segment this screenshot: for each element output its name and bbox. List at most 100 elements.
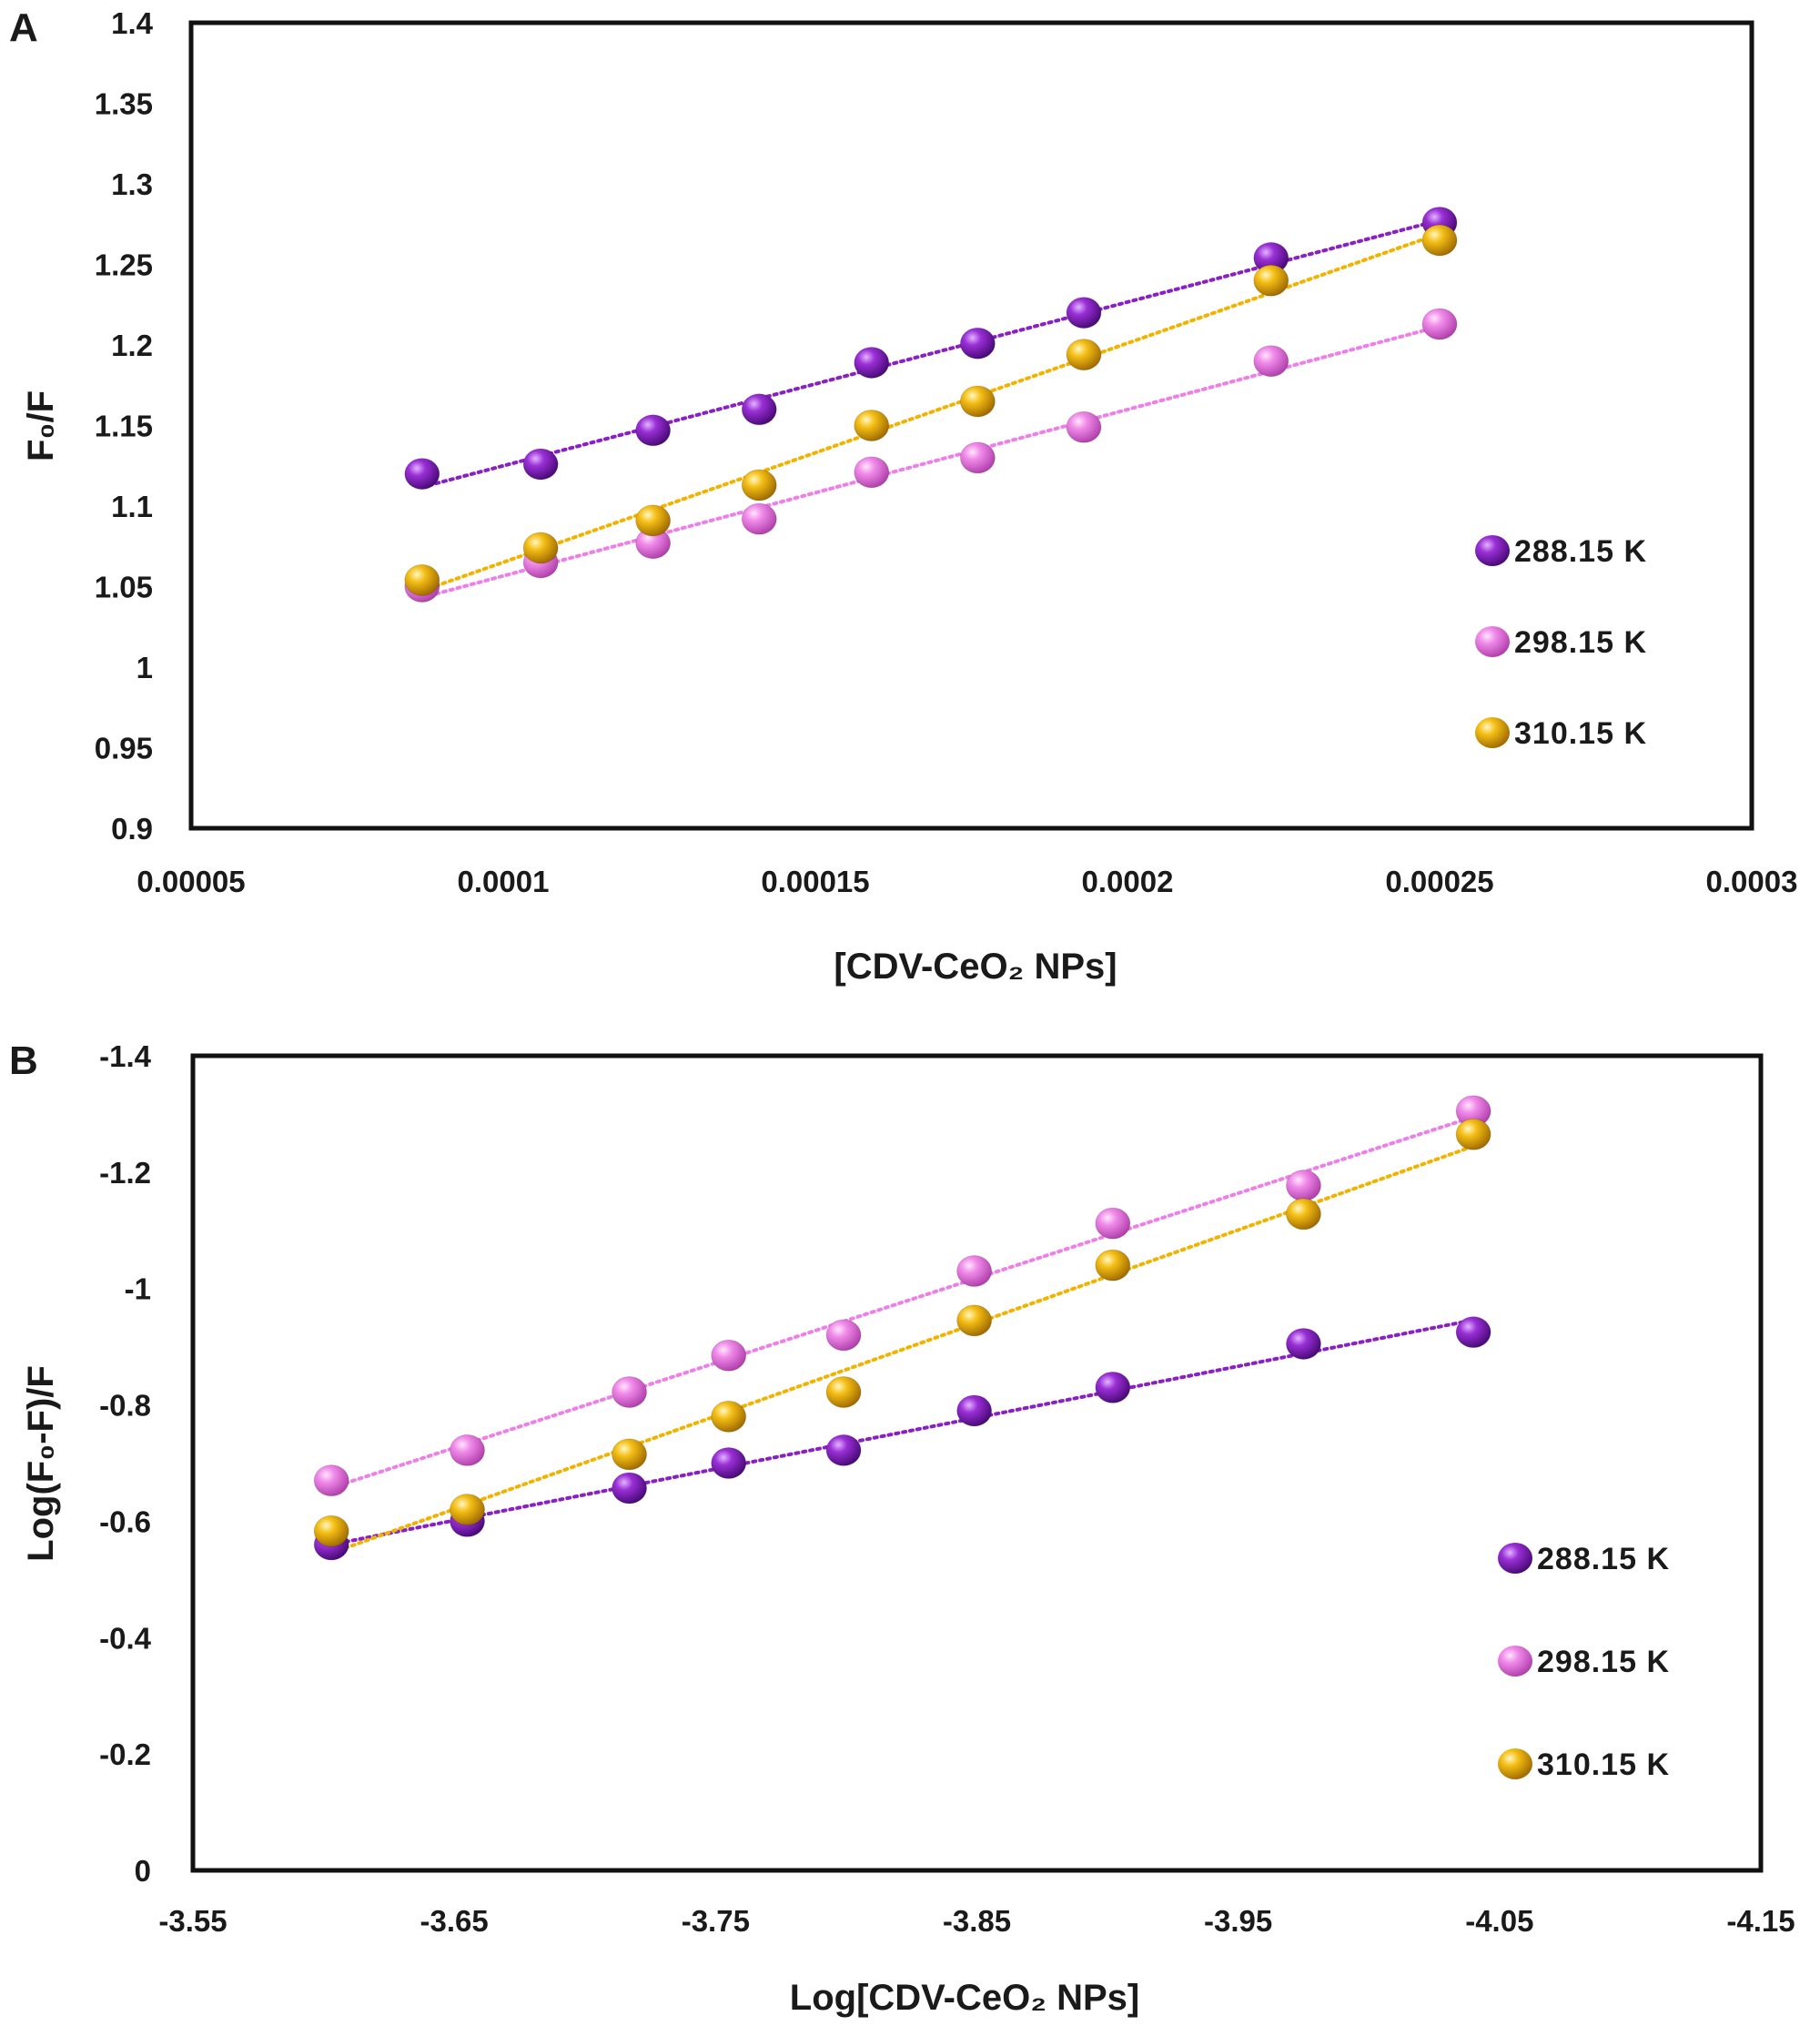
trendline-28815 [329, 1318, 1476, 1547]
data-point-28815 [612, 1472, 648, 1504]
legend-label-31015: 310.15 K [1514, 716, 1647, 751]
data-point-28815 [959, 327, 996, 360]
x-tick-label: -4.05 [1465, 1904, 1533, 1938]
x-tick-label: -3.85 [943, 1904, 1011, 1938]
data-point-28815 [1066, 297, 1102, 329]
x-tick-labels-b: -3.55 -3.65 -3.75 -3.85 -3.95 -4.05 -4.15 [158, 1904, 1795, 1938]
data-point-29815 [1285, 1170, 1321, 1202]
y-tick-label: -0.4 [99, 1621, 152, 1655]
data-point-29815 [313, 1464, 349, 1497]
legend-marker-29815 [1475, 626, 1510, 657]
data-point-31015 [450, 1494, 486, 1526]
y-tick-label: 0.9 [111, 812, 153, 846]
data-point-28815 [1455, 1316, 1491, 1349]
x-tick-label: 0.0002 [1082, 865, 1174, 898]
y-tick-label: 1.3 [111, 167, 153, 201]
data-points-b [313, 1095, 1491, 1561]
y-tick-labels-a: 0.9 0.95 1 1.05 1.1 1.15 1.2 1.25 1.3 1.35 1.4 [95, 6, 154, 846]
legend-label-28815: 288.15 K [1514, 534, 1647, 569]
data-point-29815 [959, 441, 996, 474]
panel-letter-b: B [9, 1038, 38, 1083]
data-point-28815 [825, 1433, 862, 1466]
data-point-29815 [825, 1319, 862, 1352]
legend-marker-29815 [1498, 1646, 1532, 1677]
data-point-28815 [741, 393, 777, 426]
legend-marker-31015 [1498, 1748, 1532, 1779]
data-point-29815 [741, 502, 777, 535]
data-point-29815 [854, 456, 890, 489]
data-point-29815 [1095, 1207, 1131, 1240]
x-tick-label: 0.00025 [1385, 865, 1493, 898]
x-tick-labels-a: 0.00005 0.0001 0.00015 0.0002 0.00025 0.0003 [136, 865, 1797, 898]
y-tick-label: 1 [136, 651, 153, 684]
data-point-31015 [1095, 1249, 1131, 1281]
data-point-28815 [635, 414, 672, 447]
data-point-28815 [1285, 1327, 1321, 1360]
y-tick-labels-b: 0 -0.2 -0.4 -0.6 -0.8 -1 -1.2 -1.4 [99, 1039, 152, 1888]
panel-letter-a: A [9, 5, 38, 50]
plot-area-b [190, 1053, 1764, 1873]
y-tick-label: -1.2 [99, 1156, 151, 1190]
chart-panel-a: A 0.00005 0.0001 0.00015 0.0002 0.00025 0.000… [9, 5, 1797, 987]
x-axis-label-b: Log[CDV-CeO₂ NPs] [790, 1978, 1139, 2018]
data-point-29815 [956, 1255, 993, 1288]
y-tick-label: -0.2 [99, 1737, 151, 1771]
trendline-29815 [329, 1115, 1476, 1490]
legend-a: 288.15 K 298.15 K 310.15 K [1475, 534, 1647, 751]
data-point-29815 [612, 1376, 648, 1409]
x-tick-label: 0.00015 [761, 865, 869, 898]
data-point-31015 [612, 1438, 648, 1471]
legend-label-28815: 288.15 K [1537, 1542, 1670, 1576]
y-tick-label: 1.1 [111, 490, 153, 523]
data-point-31015 [1421, 224, 1458, 257]
data-points-a [404, 206, 1458, 603]
data-point-31015 [1285, 1198, 1321, 1231]
y-axis-label-b: Log(F₀-F)/F [21, 1365, 61, 1562]
data-point-29815 [1253, 345, 1289, 378]
y-tick-label: 1.15 [95, 410, 153, 443]
data-point-28815 [1095, 1371, 1131, 1403]
y-tick-label: -0.8 [99, 1389, 151, 1423]
data-point-31015 [635, 504, 672, 537]
data-point-31015 [1455, 1118, 1491, 1150]
y-tick-label: -1.4 [99, 1039, 152, 1073]
y-tick-label: -1 [125, 1272, 151, 1306]
x-tick-label: -3.75 [682, 1904, 750, 1938]
x-tick-label: -3.55 [158, 1904, 227, 1938]
plot-area-a [188, 20, 1754, 831]
y-tick-label: 1.4 [111, 6, 154, 40]
data-point-31015 [1253, 264, 1289, 297]
data-point-29815 [1066, 410, 1102, 443]
legend-marker-31015 [1475, 717, 1510, 748]
y-tick-label: 1.05 [95, 571, 153, 604]
data-point-31015 [854, 410, 890, 441]
data-point-28815 [522, 448, 559, 481]
x-tick-label: -4.15 [1726, 1904, 1795, 1938]
y-tick-label: 0 [135, 1854, 151, 1888]
data-point-31015 [956, 1304, 993, 1337]
data-point-28815 [404, 458, 440, 491]
data-point-28815 [854, 346, 890, 379]
data-point-29815 [1421, 308, 1458, 340]
data-point-29815 [450, 1433, 486, 1466]
data-point-31015 [522, 532, 559, 564]
data-point-31015 [825, 1376, 862, 1409]
y-tick-label: -0.6 [99, 1504, 151, 1538]
x-axis-label-a: [CDV-CeO₂ NPs] [834, 947, 1117, 987]
data-point-31015 [959, 385, 996, 418]
data-point-28815 [711, 1447, 747, 1479]
data-point-31015 [404, 563, 440, 596]
x-tick-label: -3.95 [1204, 1904, 1272, 1938]
legend-b: 288.15 K 298.15 K 310.15 K [1498, 1542, 1670, 1782]
chart-panel-b: B -3.55 -3.65 -3.75 -3.85 -3.95 -4.05 -4.15 0-… [9, 1038, 1795, 2018]
data-point-31015 [1066, 339, 1102, 371]
data-point-31015 [711, 1400, 747, 1433]
legend-label-29815: 298.15 K [1514, 625, 1647, 660]
data-point-31015 [313, 1514, 349, 1547]
data-point-29815 [711, 1339, 747, 1372]
data-point-28815 [956, 1394, 993, 1427]
legend-label-29815: 298.15 K [1537, 1645, 1670, 1679]
y-tick-label: 1.2 [111, 329, 153, 362]
legend-marker-28815 [1498, 1543, 1532, 1574]
